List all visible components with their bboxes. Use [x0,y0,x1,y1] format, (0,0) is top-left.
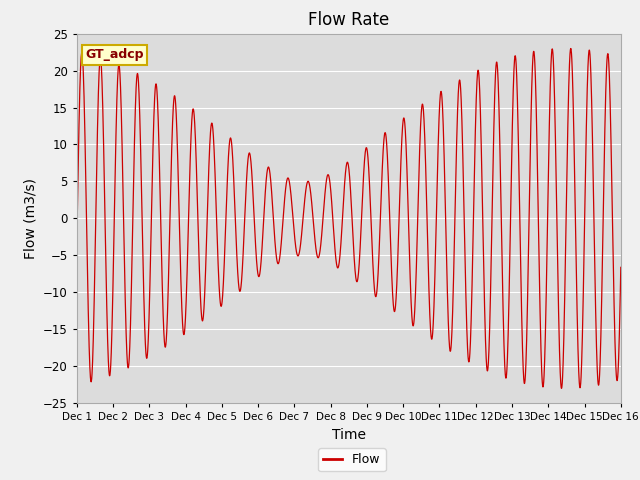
Line: Flow: Flow [77,48,621,388]
Flow [567,46,575,51]
Flow [617,264,625,270]
Legend: Flow: Flow [318,448,386,471]
Flow [282,188,289,193]
Flow [305,180,313,186]
X-axis label: Time: Time [332,428,366,442]
Flow [607,113,614,119]
Flow [73,240,81,245]
Title: Flow Rate: Flow Rate [308,11,389,29]
Flow [548,51,556,57]
Y-axis label: Flow (m3/s): Flow (m3/s) [24,178,38,259]
Flow [167,168,175,173]
Flow [557,385,565,391]
Text: GT_adcp: GT_adcp [85,48,143,61]
Flow [135,86,143,92]
